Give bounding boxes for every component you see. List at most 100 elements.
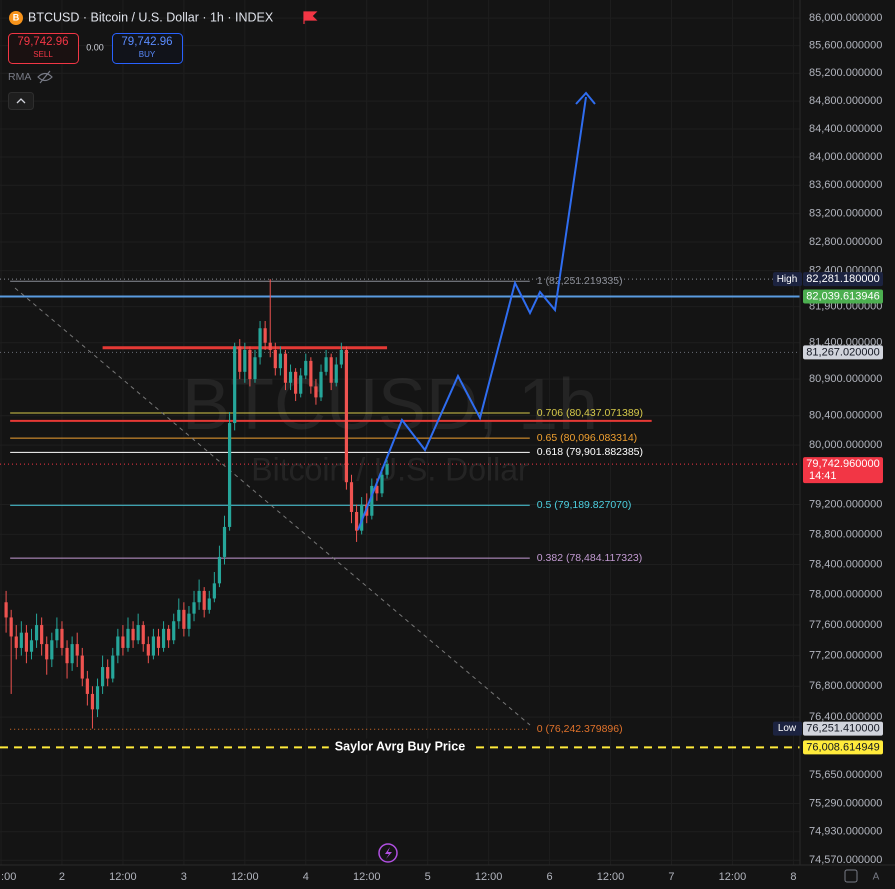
price-tag: Low xyxy=(778,723,797,734)
price-label-bg xyxy=(803,457,883,484)
price-label-bg xyxy=(803,272,883,287)
candle-body xyxy=(304,360,308,376)
visibility-icon[interactable] xyxy=(37,70,53,84)
x-tick-label: 12:00 xyxy=(353,871,381,883)
spread: 0.00 xyxy=(86,42,104,52)
candle-body xyxy=(339,349,343,365)
price-tag: High xyxy=(777,274,798,285)
y-tick-label: 78,000.000000 xyxy=(809,589,882,601)
grid xyxy=(0,0,800,865)
x-tick-label: 12:00 xyxy=(475,871,503,883)
time-axis xyxy=(0,865,895,889)
settings-icon[interactable] xyxy=(844,869,858,883)
candle-body xyxy=(60,628,64,648)
candle-body xyxy=(299,375,303,394)
y-tick-label: 78,400.000000 xyxy=(809,558,882,570)
price-label: 82,281.180000 xyxy=(806,273,879,285)
fib-label: 0.382 (78,484.117323) xyxy=(537,552,642,564)
candle-body xyxy=(161,628,166,648)
y-tick-label: 75,650.000000 xyxy=(809,769,882,781)
candle-body xyxy=(360,504,364,531)
candle-body xyxy=(253,357,257,380)
y-tick-label: 80,400.000000 xyxy=(809,410,882,422)
y-tick-label: 82,800.000000 xyxy=(809,236,882,248)
candle-body xyxy=(85,678,89,694)
y-tick-label: 77,200.000000 xyxy=(809,649,882,661)
candle-body xyxy=(243,349,247,372)
y-tick-label: 76,400.000000 xyxy=(809,711,882,723)
candle-body xyxy=(314,386,318,398)
price-label: 76,008.614949 xyxy=(806,741,879,753)
candle-body xyxy=(187,613,191,629)
sell-button[interactable] xyxy=(8,33,79,64)
indicator-name[interactable]: RMA xyxy=(8,71,31,83)
candle-body xyxy=(375,485,379,494)
price-label: 76,251.410000 xyxy=(806,722,879,734)
y-tick-label: 86,000.000000 xyxy=(809,12,882,24)
line-annotation: Saylor Avrg Buy Price xyxy=(335,740,465,754)
projection-path xyxy=(357,96,587,531)
y-tick-label: 76,800.000000 xyxy=(809,680,882,692)
candle-body xyxy=(329,357,333,383)
candle-body xyxy=(65,647,69,664)
candle-body xyxy=(288,371,293,383)
x-tick-label: 3 xyxy=(181,871,187,883)
levels: 1 (82,251.219335) 0.706 (80,437.071389) 0.… xyxy=(0,275,800,755)
candle-body xyxy=(55,628,59,641)
header: B BTCUSD · Bitcoin / U.S. Dollar · 1h · … xyxy=(8,10,880,883)
candle-body xyxy=(34,625,39,641)
candle-body xyxy=(192,602,196,614)
price-label: 82,039.613946 xyxy=(806,290,879,302)
candle-body xyxy=(349,482,354,512)
x-tick-label: 7 xyxy=(668,871,674,883)
fib-label: 0.65 (80,096.083314) xyxy=(537,432,637,444)
candle-body xyxy=(197,590,201,603)
candle-body xyxy=(70,644,74,664)
candle-body xyxy=(283,353,288,383)
candle-body xyxy=(50,640,54,660)
y-tick-label: 74,930.000000 xyxy=(809,826,882,838)
fib-label: 0.706 (80,437.071389) xyxy=(537,407,643,419)
candle-body xyxy=(126,628,130,648)
candle-body xyxy=(207,598,211,610)
candle-body xyxy=(177,609,181,622)
projection xyxy=(357,91,596,531)
candle-body xyxy=(273,349,277,369)
candle-body xyxy=(95,686,100,710)
buy-button[interactable] xyxy=(112,33,183,64)
projection-arrow xyxy=(575,91,596,105)
plot xyxy=(4,279,389,729)
y-tick-label: 78,800.000000 xyxy=(809,528,882,540)
symbol-icon-text: B xyxy=(13,12,20,22)
candle-body xyxy=(217,556,222,584)
y-tick-label: 80,000.000000 xyxy=(809,439,882,451)
replay-icon[interactable] xyxy=(378,843,398,863)
candle-body xyxy=(40,625,44,645)
symbol-title[interactable]: BTCUSD · Bitcoin / U.S. Dollar · 1h · IN… xyxy=(28,10,274,24)
auto-scale[interactable]: A xyxy=(873,872,880,883)
candle-body xyxy=(151,636,155,656)
candle-body xyxy=(212,583,216,599)
candle-body xyxy=(278,353,282,369)
candle-body xyxy=(238,346,242,372)
y-tick-label: 79,200.000000 xyxy=(809,498,882,510)
sell-price: 79,742.96 xyxy=(17,36,68,48)
collapse-button[interactable] xyxy=(8,92,34,110)
y-tick-label: 84,000.000000 xyxy=(809,151,882,163)
candle-body xyxy=(121,636,125,648)
x-tick-label: 4 xyxy=(303,871,309,883)
candle-body xyxy=(131,628,135,641)
annotation-bg xyxy=(328,738,472,755)
price-label-bg xyxy=(803,289,883,304)
candle-body xyxy=(268,342,272,350)
candle-body xyxy=(80,655,84,679)
candle-body xyxy=(380,474,384,494)
symbol-icon xyxy=(9,11,23,25)
flag-icon[interactable] xyxy=(303,11,318,24)
candle-body xyxy=(222,526,227,557)
candle-body xyxy=(45,644,49,660)
price-tag-bg xyxy=(773,721,802,736)
price-label-bg xyxy=(803,345,883,360)
